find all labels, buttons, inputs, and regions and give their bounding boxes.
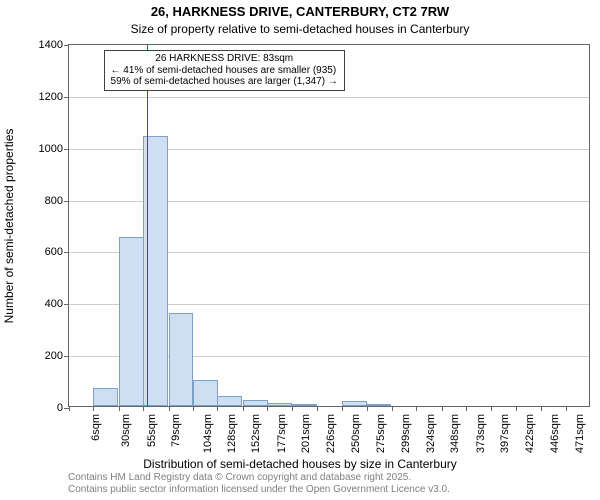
y-tick-label: 1000	[39, 143, 69, 155]
y-tick-label: 1400	[39, 39, 69, 51]
x-tick-label: 55sqm	[146, 414, 158, 447]
x-tick-mark	[193, 406, 194, 411]
x-tick-label: 30sqm	[120, 414, 132, 447]
x-tick-label: 373sqm	[475, 414, 487, 453]
histogram-bar	[93, 388, 118, 406]
x-tick-mark	[416, 406, 417, 411]
x-tick-mark	[143, 406, 144, 411]
y-tick-label: 400	[45, 298, 69, 310]
chart-container: 26, HARKNESS DRIVE, CANTERBURY, CT2 7RW …	[0, 0, 600, 500]
annotation-line: 26 HARKNESS DRIVE: 83sqm	[111, 53, 338, 65]
x-tick-label: 299sqm	[400, 414, 412, 453]
x-axis-label: Distribution of semi-detached houses by …	[0, 457, 600, 471]
histogram-bar	[217, 396, 242, 406]
x-tick-mark	[541, 406, 542, 411]
x-tick-mark	[119, 406, 120, 411]
x-tick-label: 152sqm	[250, 414, 262, 453]
x-tick-label: 201sqm	[300, 414, 312, 453]
x-tick-label: 104sqm	[202, 414, 214, 453]
x-tick-label: 6sqm	[90, 414, 102, 441]
histogram-bar	[342, 401, 367, 406]
annotation-line: ← 41% of semi-detached houses are smalle…	[111, 65, 338, 77]
x-tick-label: 250sqm	[350, 414, 362, 453]
x-tick-label: 348sqm	[449, 414, 461, 453]
histogram-bar	[267, 403, 292, 406]
x-tick-label: 471sqm	[574, 414, 586, 453]
annotation-box: 26 HARKNESS DRIVE: 83sqm← 41% of semi-de…	[104, 50, 345, 91]
x-tick-label: 177sqm	[276, 414, 288, 453]
histogram-bar	[367, 404, 392, 406]
x-tick-label: 446sqm	[549, 414, 561, 453]
x-tick-label: 397sqm	[499, 414, 511, 453]
x-tick-label: 324sqm	[425, 414, 437, 453]
footer-line-2: Contains public sector information licen…	[68, 484, 450, 496]
x-tick-label: 128sqm	[226, 414, 238, 453]
histogram-bar	[292, 404, 317, 406]
x-tick-mark	[491, 406, 492, 411]
x-tick-mark	[516, 406, 517, 411]
x-tick-mark	[69, 406, 70, 411]
x-tick-mark	[243, 406, 244, 411]
histogram-bar	[193, 380, 218, 406]
x-tick-mark	[442, 406, 443, 411]
marker-line	[147, 45, 148, 406]
x-tick-mark	[566, 406, 567, 411]
histogram-bar	[169, 313, 194, 406]
x-tick-mark	[267, 406, 268, 411]
x-tick-mark	[466, 406, 467, 411]
histogram-bar	[243, 400, 268, 406]
x-tick-mark	[292, 406, 293, 411]
y-tick-label: 800	[45, 195, 69, 207]
x-tick-label: 422sqm	[525, 414, 537, 453]
chart-title: 26, HARKNESS DRIVE, CANTERBURY, CT2 7RW	[0, 4, 600, 19]
y-tick-label: 200	[45, 350, 69, 362]
x-tick-label: 79sqm	[170, 414, 182, 447]
chart-subtitle: Size of property relative to semi-detach…	[0, 22, 600, 36]
x-tick-label: 275sqm	[375, 414, 387, 453]
plot-area: 02004006008001000120014006sqm30sqm55sqm7…	[68, 44, 590, 407]
footer-line-1: Contains HM Land Registry data © Crown c…	[68, 472, 450, 484]
x-tick-mark	[392, 406, 393, 411]
y-tick-label: 0	[57, 402, 69, 414]
footer-credits: Contains HM Land Registry data © Crown c…	[0, 472, 450, 496]
y-tick-label: 600	[45, 246, 69, 258]
x-tick-mark	[342, 406, 343, 411]
histogram-bar	[119, 237, 144, 406]
y-tick-label: 1200	[39, 91, 69, 103]
x-tick-label: 226sqm	[326, 414, 338, 453]
annotation-line: 59% of semi-detached houses are larger (…	[111, 76, 338, 88]
x-tick-mark	[217, 406, 218, 411]
x-tick-mark	[169, 406, 170, 411]
x-tick-mark	[93, 406, 94, 411]
x-tick-mark	[367, 406, 368, 411]
y-axis-label: Number of semi-detached properties	[2, 128, 16, 323]
x-tick-mark	[317, 406, 318, 411]
